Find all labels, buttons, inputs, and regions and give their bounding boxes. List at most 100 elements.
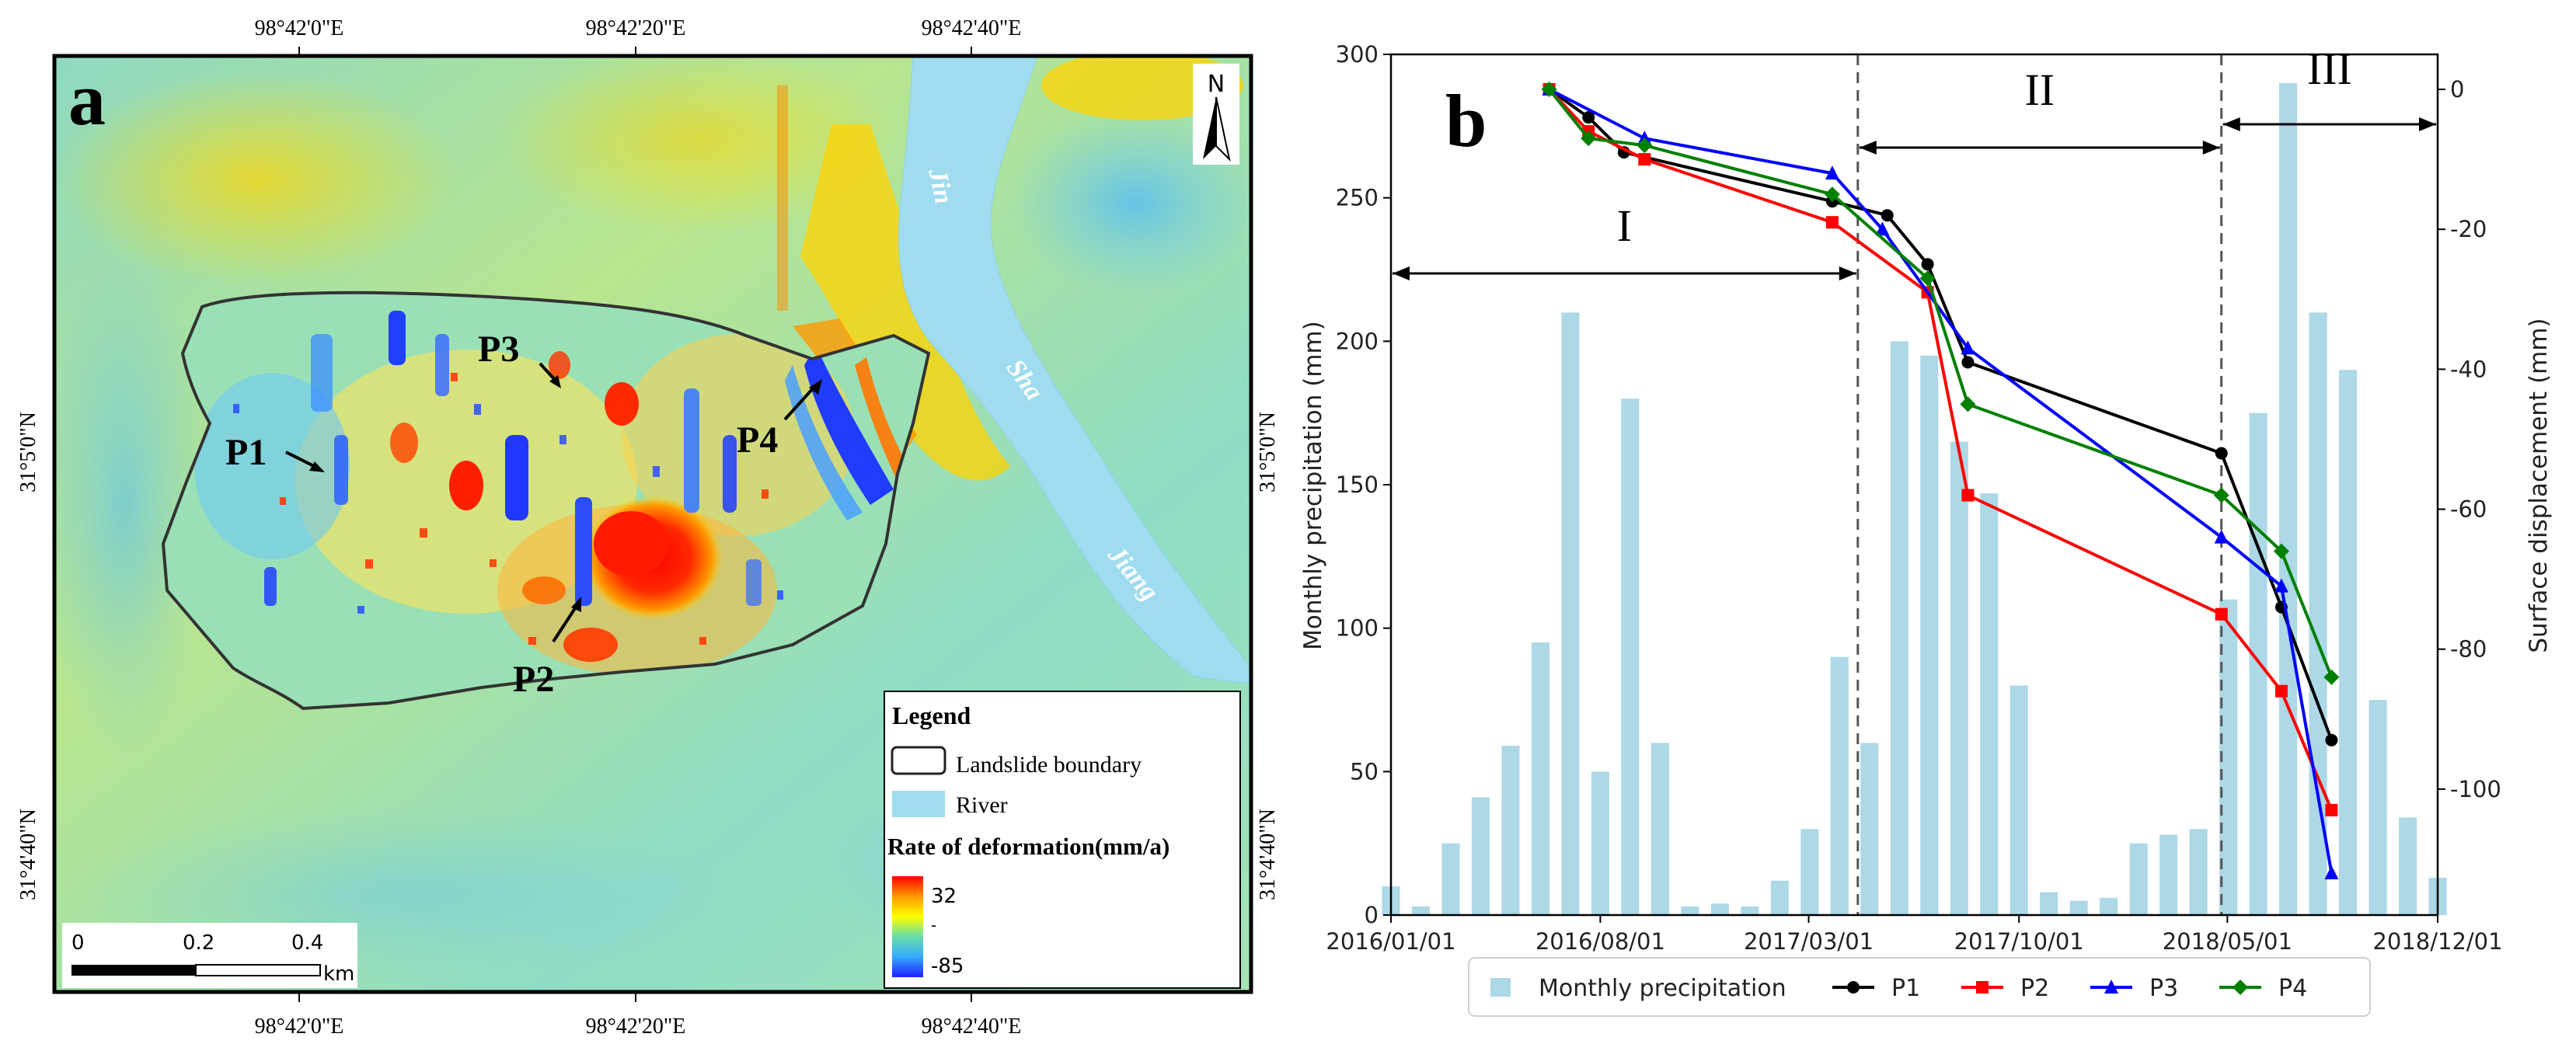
legend-p3-swatch (2090, 980, 2132, 994)
top-lon-tick-1: 98°42'0"E (255, 16, 344, 40)
precip-bar-2018-01 (2100, 897, 2118, 915)
precip-bar-2018-07 (2279, 82, 2298, 915)
north-arrow: N (1193, 64, 1239, 165)
panel-a-map: Jin Sha Jiang N 0 0.2 0.4 km (16, 16, 1280, 1039)
bottom-lon-tick-3: 98°42'40"E (922, 1014, 1022, 1039)
legend-p2-swatch (1961, 981, 2003, 994)
precip-bar-2017-03 (1800, 829, 1819, 915)
series-point-p3-7 (2324, 865, 2339, 879)
legend-precip-label: Monthly precipitation (1539, 975, 1786, 1002)
legend-rate-title: Rate of deformation(mm/a) (887, 833, 1169, 860)
series-point-p1-9 (2325, 733, 2338, 746)
precipitation-bars (1382, 82, 2447, 915)
precip-bar-2018-03 (2159, 834, 2178, 915)
precip-bar-2017-11 (2040, 892, 2058, 915)
precip-bar-2016-07 (1561, 312, 1580, 915)
map-coordinates: 98°42'0"E 98°42'20"E 98°42'40"E 98°42'0"… (16, 16, 1280, 1039)
legend-p4-label: P4 (2278, 975, 2307, 1002)
precip-bar-2016-03 (1441, 843, 1460, 915)
series-point-p1-1 (1582, 111, 1595, 124)
precip-bar-2018-04 (2189, 829, 2208, 915)
right-tick-label--60: -60 (2450, 496, 2487, 523)
panel-b-label: b (1445, 79, 1487, 162)
left-lat-tick-1: 31°5'0"N (16, 412, 40, 492)
right-tick-label--100: -100 (2450, 776, 2501, 802)
panel-b-chart: I II III 0 50 100 150 200 250 300 0 -20 -40 -60 -80 -1… (1290, 0, 2576, 1051)
series-point-p4-8 (2323, 669, 2340, 685)
scale-unit: km (323, 962, 354, 986)
left-tick-label-100: 100 (1336, 615, 1379, 642)
precip-bar-2018-05 (2219, 599, 2238, 915)
x-tick-label-2017/03/01: 2017/03/01 (1744, 928, 1874, 955)
stage-label-I: I (1617, 200, 1632, 251)
north-label: N (1208, 71, 1225, 98)
series-point-p4-5 (1960, 396, 1976, 412)
landslide-boundary (161, 291, 931, 711)
precip-bar-2016-06 (1531, 642, 1549, 915)
series-point-p2-5 (1961, 489, 1975, 502)
series-point-p1-4 (1881, 209, 1894, 222)
series-point-p4-3 (1824, 186, 1840, 203)
series-point-p4-1 (1581, 131, 1597, 147)
legend-color-ramp (892, 876, 923, 977)
series-point-p3-5 (2214, 529, 2229, 544)
stage-arrowhead-right-III (2419, 117, 2436, 131)
precip-bar-2016-04 (1471, 797, 1490, 915)
point-label-p1: P1 (225, 432, 267, 473)
precip-bar-2017-05 (1860, 743, 1879, 915)
x-tick-label-2017/10/01: 2017/10/01 (1954, 928, 2084, 955)
legend-rate-min: -85 (931, 955, 964, 978)
right-tick-label--80: -80 (2450, 636, 2487, 663)
point-label-p2: P2 (513, 659, 554, 700)
map-legend: Legend Landslide boundary River Rate of … (884, 691, 1241, 989)
precip-bar-2018-02 (2129, 843, 2148, 915)
series-point-p3-6 (2274, 578, 2288, 593)
series-line-p4 (1548, 88, 2334, 678)
top-lon-tick-3: 98°42'40"E (922, 16, 1022, 40)
series-line-p3 (1548, 88, 2334, 874)
precip-bar-2017-06 (1890, 341, 1908, 915)
right-lat-tick-2: 31°4'40"N (1256, 809, 1280, 900)
map-svg: Jin Sha Jiang N 0 0.2 0.4 km (16, 16, 1280, 1039)
precip-bar-2016-11 (1681, 906, 1699, 915)
precip-bar-2017-02 (1770, 880, 1789, 915)
scale-label-0.2: 0.2 (183, 931, 214, 955)
series-point-p1-7 (2215, 447, 2228, 460)
precip-bar-2018-10 (2369, 700, 2387, 915)
right-lat-tick-1: 31°5'0"N (1256, 412, 1280, 492)
point-label-p4: P4 (737, 419, 778, 461)
displacement-series (1541, 82, 2340, 879)
chart-legend: Monthly precipitation P1 P2 P3 P4 (1468, 957, 2371, 1017)
scale-label-0.4: 0.4 (291, 931, 323, 955)
precip-bar-2018-06 (2249, 412, 2268, 915)
legend-title: Legend (892, 701, 971, 729)
legend-p2-label: P2 (2020, 975, 2049, 1002)
left-tick-label-300: 300 (1336, 41, 1379, 68)
stage-arrowhead-left-I (1393, 266, 1410, 280)
x-tick-label-2018/05/01: 2018/05/01 (2163, 928, 2292, 955)
precip-bar-2017-12 (2069, 900, 2088, 915)
point-markers: P1 P3 P2 P4 (225, 329, 822, 700)
series-point-p4-7 (2273, 543, 2289, 559)
scale-bar: 0 0.2 0.4 km (62, 923, 357, 988)
series-point-p2-6 (2215, 607, 2228, 621)
precip-bar-2017-10 (2010, 685, 2028, 915)
left-lat-tick-2: 31°4'40"N (16, 809, 40, 900)
series-point-p2-8 (2325, 803, 2338, 816)
stage-annotations: III III (1393, 44, 2436, 280)
stage-arrowhead-right-II (2202, 141, 2220, 155)
map-frame (52, 54, 1253, 994)
right-tick-label-0: 0 (2450, 76, 2464, 103)
precip-bar-2016-12 (1710, 903, 1729, 915)
stage-arrowhead-left-III (2222, 117, 2240, 131)
series-point-p2-7 (2274, 684, 2288, 698)
stage-arrowhead-right-I (1839, 266, 1856, 280)
series-point-p4-2 (1637, 137, 1653, 154)
legend-boundary-swatch (891, 746, 946, 775)
stage-label-II: II (2024, 64, 2055, 115)
precip-bar-2016-02 (1411, 906, 1430, 915)
precip-bar-2018-09 (2339, 370, 2358, 915)
scale-label-0: 0 (71, 931, 85, 955)
stage-label-III: III (2307, 44, 2352, 94)
bottom-lon-tick-2: 98°42'20"E (586, 1014, 686, 1039)
